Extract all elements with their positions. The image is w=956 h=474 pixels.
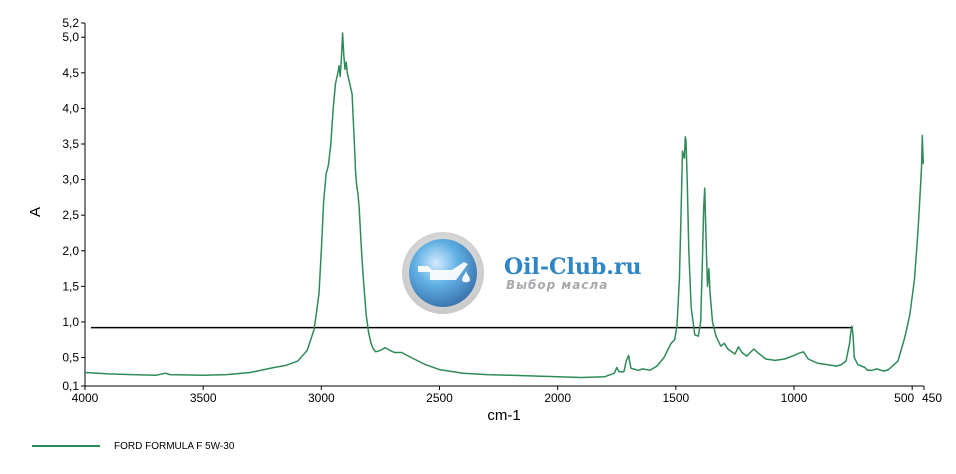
y-axis-title: A	[27, 207, 44, 217]
watermark-tagline: Выбор масла	[506, 278, 608, 292]
series-layer	[84, 32, 925, 379]
y-tick-label: 1,5	[62, 279, 79, 293]
x-axis-title: cm-1	[487, 407, 520, 424]
y-tick-label: 3,0	[62, 173, 79, 187]
legend: FORD FORMULA F 5W-30	[32, 438, 234, 454]
ticks: 4000 3500 3000 2500 2000 1500 1000 500 450 0,1 0,5…	[62, 16, 942, 405]
series-line	[84, 32, 925, 379]
x-tick-label: 2500	[426, 391, 453, 405]
y-tick-label: 5,0	[62, 30, 79, 44]
legend-swatch	[32, 445, 100, 447]
y-tick-label: 0,5	[62, 351, 79, 365]
watermark-brand: Oil-Club.ru	[504, 254, 642, 280]
legend-label: FORD FORMULA F 5W-30	[114, 440, 235, 452]
x-tick-label: 3000	[308, 391, 335, 405]
x-tick-label: 500	[894, 391, 914, 405]
x-tick-label: 3500	[190, 391, 217, 405]
axes	[84, 23, 924, 387]
oil-can-icon	[418, 262, 470, 283]
x-tick-label: 450	[922, 391, 942, 405]
y-tick-label: 2,5	[62, 208, 79, 222]
y-tick-label: 3,5	[62, 137, 79, 151]
x-tick-label: 1000	[781, 391, 808, 405]
y-tick-label: 2,0	[62, 244, 79, 258]
x-tick-label: 4000	[72, 391, 99, 405]
y-tick-label: 5,2	[62, 16, 79, 30]
oil-club-watermark: Oil-Club.ru Выбор масла	[402, 232, 642, 314]
y-tick-label: 1,0	[62, 315, 79, 329]
x-tick-label: 1500	[662, 391, 689, 405]
y-tick-label: 0,1	[62, 379, 79, 393]
y-tick-label: 4,0	[62, 101, 79, 115]
y-tick-label: 4,5	[62, 66, 79, 80]
x-tick-label: 2000	[544, 391, 571, 405]
